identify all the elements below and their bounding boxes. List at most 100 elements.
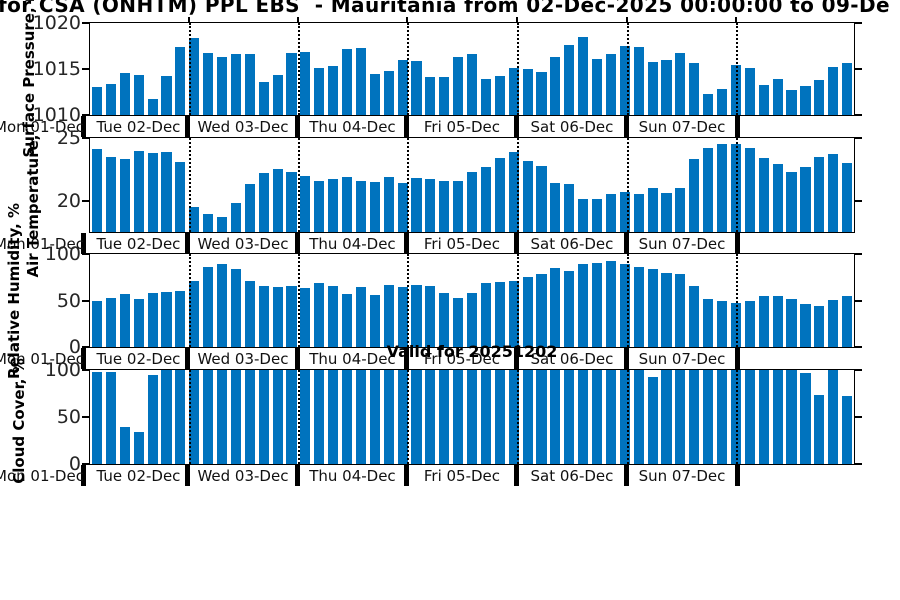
bar [341,370,353,464]
bar [341,48,353,115]
bar [383,370,394,464]
bar [605,194,617,232]
bar [675,53,686,115]
bar [161,151,172,232]
day-boundary-tick [185,233,191,254]
bar [91,371,103,464]
day-label: Sun 07-Dec [638,466,726,485]
day-boundary-tick [734,348,740,369]
day-boundary-tick [81,116,86,137]
bar [480,282,491,347]
bar [592,370,603,464]
day-label: Sat 06-Dec [530,466,614,485]
y-tick-mark [82,253,89,255]
day-boundary-tick [185,465,191,486]
pressure-subplot: 1020 1015 1010 [33,12,862,126]
bar [147,374,158,464]
start-day-label: Mon 01-Dec [0,349,84,368]
bar [675,274,686,347]
bar [258,370,269,464]
bar [828,370,839,464]
bar [466,370,478,464]
bar [480,166,491,232]
humidity-plot-area [90,254,854,347]
bar [147,293,158,347]
bar [272,286,283,347]
y-tick-mark [82,416,89,418]
bar [189,206,200,232]
bar [175,291,186,347]
day-label: Thu 04-Dec [309,349,396,368]
bar [328,179,339,232]
bar [175,46,186,115]
cloudcover-subplot: 100 50 0 [45,359,862,475]
y-tick-label: 1010 [32,104,81,126]
day-label-band: Tue 02-Dec Wed 03-Dec Thu 04-Dec Fri 05-Dec… [0,233,855,254]
bar [453,57,464,115]
bar [286,171,297,232]
start-day-label: Mon 01-Dec [0,234,84,253]
day-boundary-gridline [736,370,739,464]
bar [272,74,283,115]
x-tick-mark-top [297,17,300,22]
bar [772,79,783,115]
bar [786,171,797,232]
day-label: Tue 02-Dec [96,234,181,253]
bar [425,370,436,464]
bar [786,298,797,347]
bar [647,268,658,347]
bar [341,176,353,232]
day-boundary-gridline [407,254,410,347]
bar [244,54,255,115]
bar [605,261,617,347]
bar [814,306,825,347]
y-tick-mark [855,114,862,116]
bar [661,272,672,347]
y-tick-label: 100 [44,243,81,265]
bar [619,370,630,464]
bar [355,287,366,347]
bar [550,183,561,232]
bar [550,57,561,115]
y-tick-mark [855,299,862,302]
bar [411,370,422,464]
day-boundary-tick [185,116,191,137]
day-boundary-tick [404,348,410,369]
bar [119,159,130,232]
bar [717,89,728,115]
bar [508,68,519,115]
bar [786,370,797,464]
bar [425,179,436,232]
y-tick-label: 50 [56,406,81,428]
day-boundary-tick [624,465,630,486]
bar [369,294,380,347]
day-label-band: Tue 02-Dec Wed 03-Dec Thu 04-Dec Fri 05-Dec… [0,116,855,137]
bar [272,370,283,464]
y-tick-mark [855,22,862,24]
day-boundary-tick [514,348,520,369]
bar [230,268,241,347]
bar [161,370,172,464]
bar [744,370,755,464]
bar [480,79,491,115]
temperature-subplot: 25 20 [57,127,862,233]
bar [105,371,116,464]
bar [744,148,755,232]
day-boundary-gridline [736,254,739,347]
bar [161,76,172,115]
bar [842,62,853,115]
y-tick-mark [855,346,862,348]
day-boundary-gridline [298,254,301,347]
start-day-label: Mon 01-Dec [0,117,84,136]
bar [814,395,825,464]
bar [661,193,672,232]
day-boundary-tick [81,465,86,486]
day-boundary-gridline [736,138,739,232]
bar [203,53,214,115]
day-label: Sun 07-Dec [638,349,726,368]
day-boundary-tick [514,465,520,486]
day-boundary-tick [734,233,740,254]
bar [661,59,672,115]
x-tick-mark-top [625,17,628,22]
bar [494,370,505,464]
